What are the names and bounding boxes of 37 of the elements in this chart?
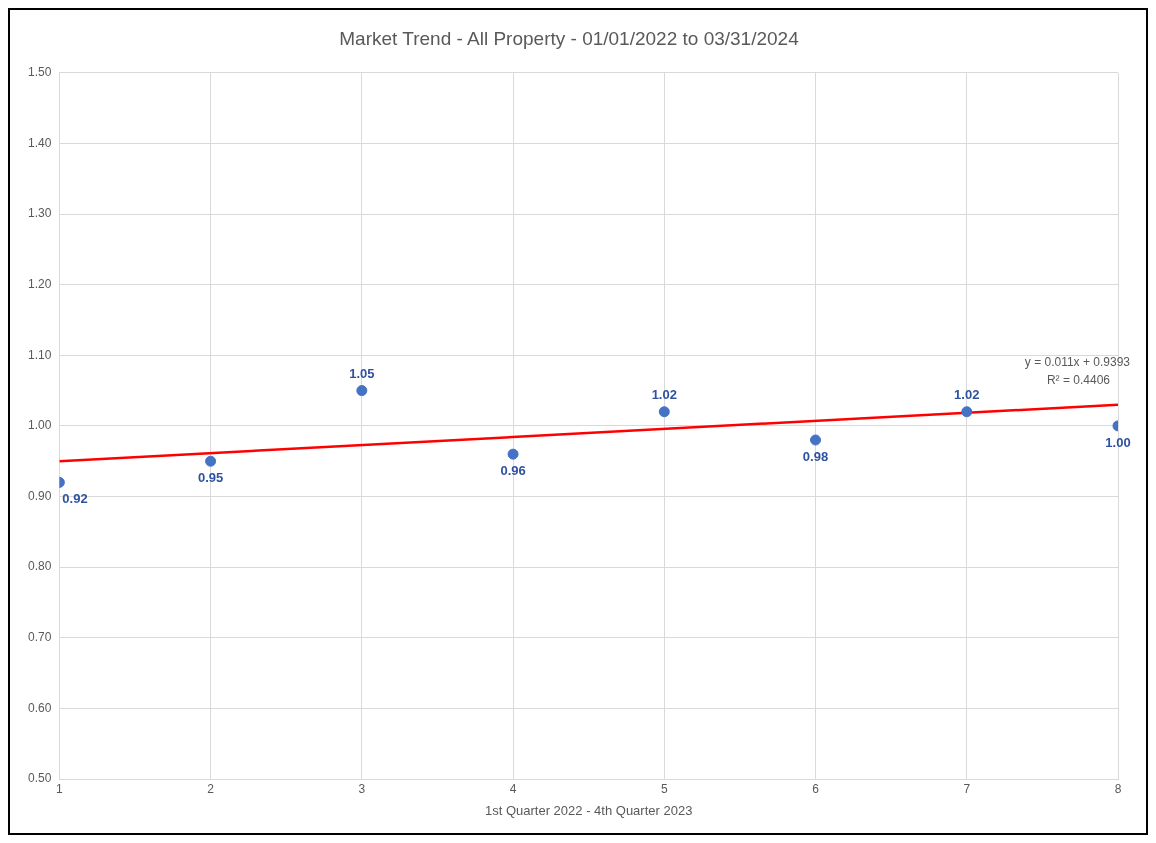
point xyxy=(961,406,973,418)
y-tick-label: 0.60 xyxy=(28,700,52,715)
point xyxy=(507,448,519,460)
x-tick-label: 8 xyxy=(1114,781,1122,796)
annotation: R² = 0.4406 xyxy=(1046,372,1111,387)
x-tick-label: 3 xyxy=(358,781,366,796)
x-tick-label: 1 xyxy=(56,781,64,796)
annotation: y = 0.011x + 0.9393 xyxy=(1024,354,1131,369)
point xyxy=(205,455,217,467)
x-tick-label: 4 xyxy=(509,781,517,796)
x-tick-label: 6 xyxy=(812,781,820,796)
y-tick-label: 1.40 xyxy=(28,135,52,150)
x-tick-label: 7 xyxy=(963,781,971,796)
y-tick-label: 0.80 xyxy=(28,559,52,574)
data-label: 0.98 xyxy=(802,449,829,465)
y-tick-label: 0.50 xyxy=(28,771,52,786)
data-label: 1.02 xyxy=(954,386,980,402)
data-label: 0.96 xyxy=(500,463,526,479)
data-label: 1.02 xyxy=(651,386,677,402)
point xyxy=(356,385,368,397)
data-label: 1.05 xyxy=(349,365,375,381)
y-tick-label: 1.20 xyxy=(28,276,52,291)
y-tick-label: 0.70 xyxy=(28,630,52,645)
y-tick-label: 0.90 xyxy=(28,488,52,503)
data-label: 1.00 xyxy=(1105,434,1131,450)
data-label: 0.95 xyxy=(197,470,224,486)
x-tick-label: 5 xyxy=(660,781,668,796)
point xyxy=(810,434,822,446)
data-label: 0.92 xyxy=(62,491,88,507)
y-tick-label: 1.10 xyxy=(28,347,52,362)
point xyxy=(658,406,670,418)
y-tick-label: 1.50 xyxy=(28,65,52,80)
y-tick-label: 1.00 xyxy=(28,418,52,433)
y-tick-label: 1.30 xyxy=(28,206,52,221)
x-tick-label: 2 xyxy=(207,781,215,796)
x-axis-title: 1st Quarter 2022 - 4th Quarter 2023 xyxy=(484,802,693,818)
chart-title: Market Trend - All Property - 01/01/2022 to 03/31/2024 xyxy=(339,27,800,49)
